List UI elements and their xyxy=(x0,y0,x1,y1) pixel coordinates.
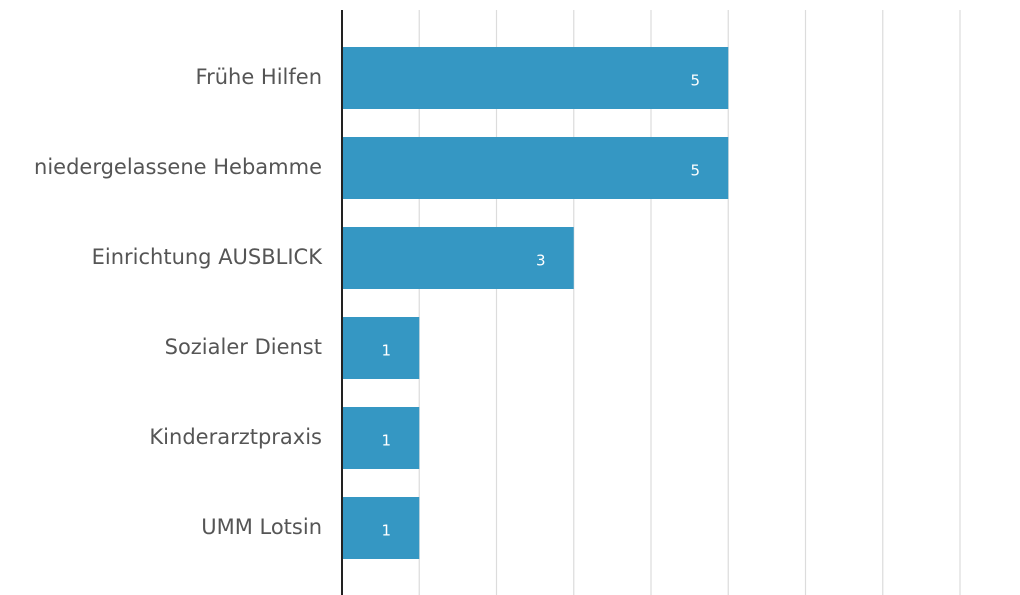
bar xyxy=(342,407,420,469)
value-label: 3 xyxy=(536,252,546,270)
y-tick-label: Kinderarztpraxis xyxy=(149,425,322,449)
bar xyxy=(342,47,729,109)
y-tick-label: Einrichtung AUSBLICK xyxy=(92,245,324,269)
value-label: 5 xyxy=(690,162,700,180)
y-tick-label: Frühe Hilfen xyxy=(196,65,322,89)
value-label: 1 xyxy=(381,432,391,450)
bar xyxy=(342,137,729,199)
y-tick-label: UMM Lotsin xyxy=(201,515,322,539)
bar xyxy=(342,497,420,559)
y-tick-label: Sozialer Dienst xyxy=(165,335,322,359)
bar xyxy=(342,317,420,379)
value-label: 5 xyxy=(690,72,700,90)
y-tick-label: niedergelassene Hebamme xyxy=(34,155,322,179)
value-label: 1 xyxy=(381,342,391,360)
bar xyxy=(342,227,574,289)
value-label: 1 xyxy=(381,522,391,540)
